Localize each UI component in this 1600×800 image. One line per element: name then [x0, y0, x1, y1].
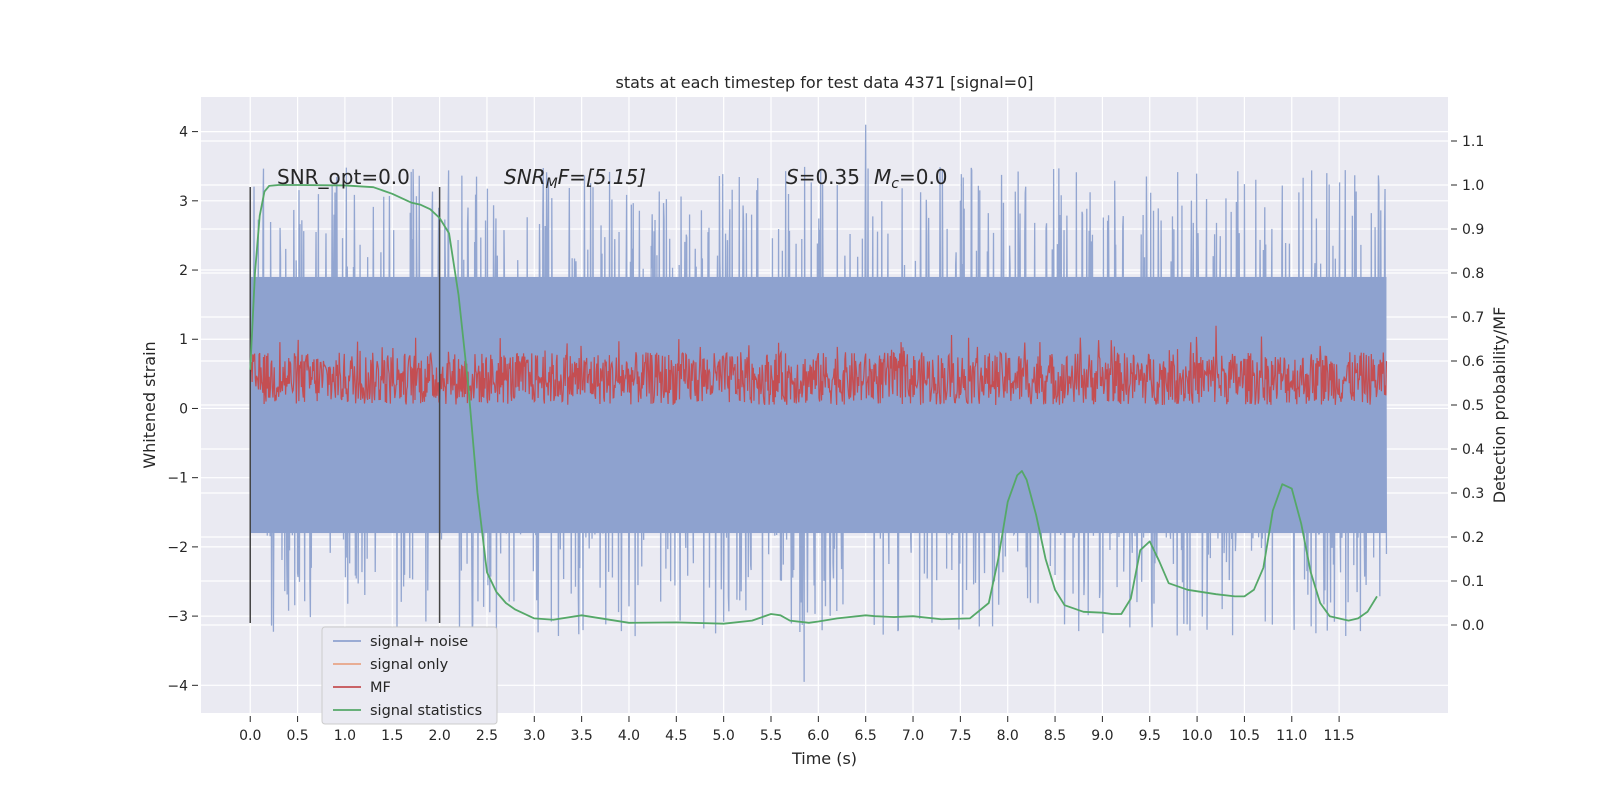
- annotation-s-italic: S: [786, 165, 799, 189]
- y-left-tick-label-3: 1: [179, 332, 188, 348]
- y-right-tick-label-3: 0.8: [1462, 266, 1484, 282]
- annotation-mc-sub: c: [891, 176, 899, 192]
- y-left-tick-label-6: −2: [167, 540, 188, 556]
- annotation-snr-mf: SNRMF=[5.15]: [504, 165, 646, 192]
- signal-statistics-line: [249, 184, 1378, 625]
- y-right-tick-label-5: 0.6: [1462, 354, 1484, 370]
- annotation-snr-mf-rest: F=[5.15]: [558, 165, 646, 189]
- y-left-tick-label-7: −3: [167, 609, 188, 625]
- y-left-tick-label-2: 2: [179, 263, 188, 279]
- legend-label-mf: MF: [370, 680, 391, 696]
- x-tick-label-3: 1.5: [381, 728, 403, 744]
- x-tick-label-17: 8.5: [1044, 728, 1066, 744]
- x-tick-label-18: 9.0: [1091, 728, 1113, 744]
- x-tick-label-5: 2.5: [476, 728, 498, 744]
- annotation-snr-opt: SNR_opt=0.0: [277, 165, 410, 189]
- y-left-tick-label-5: −1: [167, 471, 188, 487]
- x-tick-label-12: 6.0: [807, 728, 829, 744]
- x-tick-label-23: 11.5: [1324, 728, 1355, 744]
- annotation-mc-value: =0.0: [899, 165, 948, 189]
- y-right-tick-label-10: 0.1: [1462, 574, 1484, 590]
- x-tick-label-2: 1.0: [334, 728, 356, 744]
- x-tick-label-4: 2.0: [428, 728, 450, 744]
- vertical-markers: [249, 186, 441, 624]
- x-tick-label-11: 5.5: [760, 728, 782, 744]
- legend-label-signal-noise: signal+ noise: [370, 634, 468, 650]
- legend-label-signal-statistics: signal statistics: [370, 703, 482, 719]
- y-right-tick-label-1: 1.0: [1462, 178, 1484, 194]
- annotation-s-mc: S=0.35 Mc=0.0: [786, 165, 948, 192]
- x-tick-label-6: 3.0: [523, 728, 545, 744]
- y-right-tick-label-9: 0.2: [1462, 530, 1484, 546]
- y-right-tick-label-8: 0.3: [1462, 486, 1484, 502]
- x-tick-label-21: 10.5: [1229, 728, 1260, 744]
- x-tick-label-10: 5.0: [713, 728, 735, 744]
- y-right-tick-label-11: 0.0: [1462, 618, 1484, 634]
- y-right-tick-label-0: 1.1: [1462, 134, 1484, 150]
- annotation-s-value: =0.35: [799, 165, 860, 189]
- x-tick-label-13: 6.5: [855, 728, 877, 744]
- x-tick-label-8: 4.0: [618, 728, 640, 744]
- legend-label-signal-only: signal only: [370, 657, 449, 673]
- annotation-gap: M: [874, 165, 891, 189]
- x-tick-label-20: 10.0: [1181, 728, 1212, 744]
- signal-noise-core-band: [250, 276, 1387, 534]
- y-axis-label-left: Whitened strain: [140, 341, 159, 468]
- y-right-tick-label-6: 0.5: [1462, 398, 1484, 414]
- signal-statistics-series: [249, 184, 1378, 625]
- y-left-tick-label-8: −4: [167, 678, 188, 694]
- chart-title: stats at each timestep for test data 437…: [615, 73, 1033, 92]
- legend-box: [321, 626, 498, 725]
- x-tick-label-9: 4.5: [665, 728, 687, 744]
- annotation-snr-mf-italic: SNR: [504, 165, 546, 189]
- y-left-tick-label-1: 3: [179, 194, 188, 210]
- x-tick-label-15: 7.5: [949, 728, 971, 744]
- y-left-tick-label-4: 0: [179, 401, 188, 417]
- x-axis-label: Time (s): [791, 749, 857, 768]
- x-tick-label-22: 11.0: [1276, 728, 1307, 744]
- y-right-tick-label-4: 0.7: [1462, 310, 1484, 326]
- y-left-tick-label-0: 4: [179, 125, 188, 141]
- y-axis-label-right: Detection probability/MF: [1490, 307, 1509, 504]
- x-tick-label-0: 0.0: [239, 728, 261, 744]
- x-tick-label-19: 9.5: [1139, 728, 1161, 744]
- y-right-tick-label-2: 0.9: [1462, 222, 1484, 238]
- x-tick-label-16: 8.0: [997, 728, 1019, 744]
- x-tick-label-1: 0.5: [286, 728, 308, 744]
- axis-ticks: 0.0 0.5 1.0 1.5 2.0 2.5 3.0 3.5 4.0 4.5 5.0 5.5 6.0 6…: [167, 125, 1484, 744]
- legend: signal+ noise signal only MF signal stat…: [321, 626, 498, 725]
- x-tick-label-7: 3.5: [571, 728, 593, 744]
- annotation-snr-mf-sub: M: [546, 176, 558, 192]
- x-tick-label-14: 7.0: [902, 728, 924, 744]
- y-right-tick-label-7: 0.4: [1462, 442, 1484, 458]
